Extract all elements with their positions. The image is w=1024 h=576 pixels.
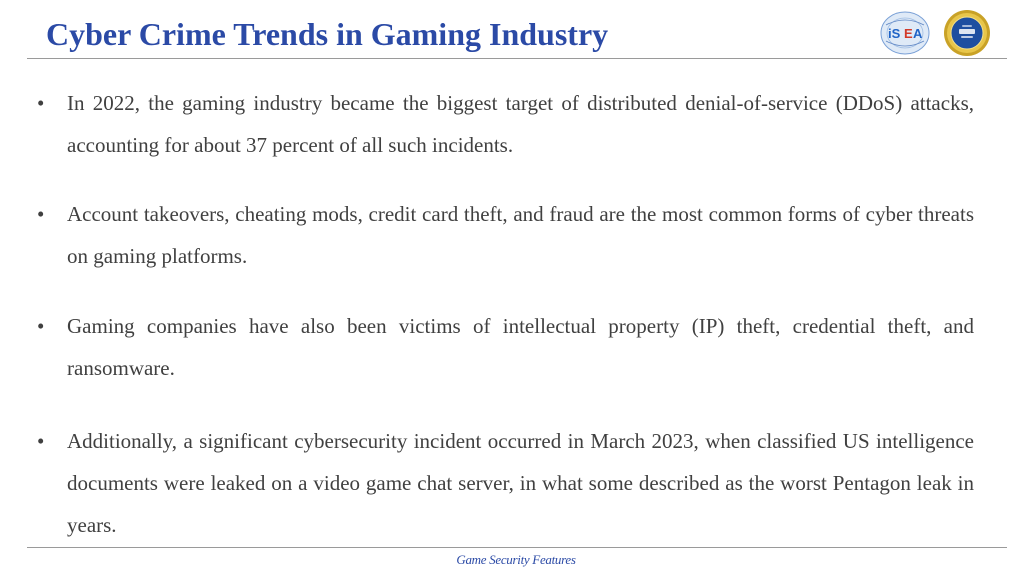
bullet-text: Gaming companies have also been victims … bbox=[67, 314, 974, 380]
bullet-marker: • bbox=[37, 429, 45, 453]
svg-text:A: A bbox=[913, 26, 923, 41]
bullet-text: Account takeovers, cheating mods, credit… bbox=[67, 202, 974, 268]
bullet-text: In 2022, the gaming industry became the … bbox=[67, 91, 974, 157]
bullet-marker: • bbox=[37, 91, 45, 115]
title-divider bbox=[27, 58, 1007, 59]
svg-text:iS: iS bbox=[888, 26, 901, 41]
slide-title: Cyber Crime Trends in Gaming Industry bbox=[46, 16, 609, 52]
bullet-marker: • bbox=[37, 202, 45, 226]
bullet-text: Additionally, a significant cybersecurit… bbox=[67, 429, 974, 537]
isea-logo: iS E A bbox=[880, 11, 930, 55]
svg-text:E: E bbox=[904, 26, 913, 41]
footer-divider bbox=[27, 547, 1007, 548]
bullet-marker: • bbox=[37, 314, 45, 338]
cdac-logo bbox=[943, 9, 991, 57]
slide-footer: Game Security Features bbox=[456, 552, 576, 567]
